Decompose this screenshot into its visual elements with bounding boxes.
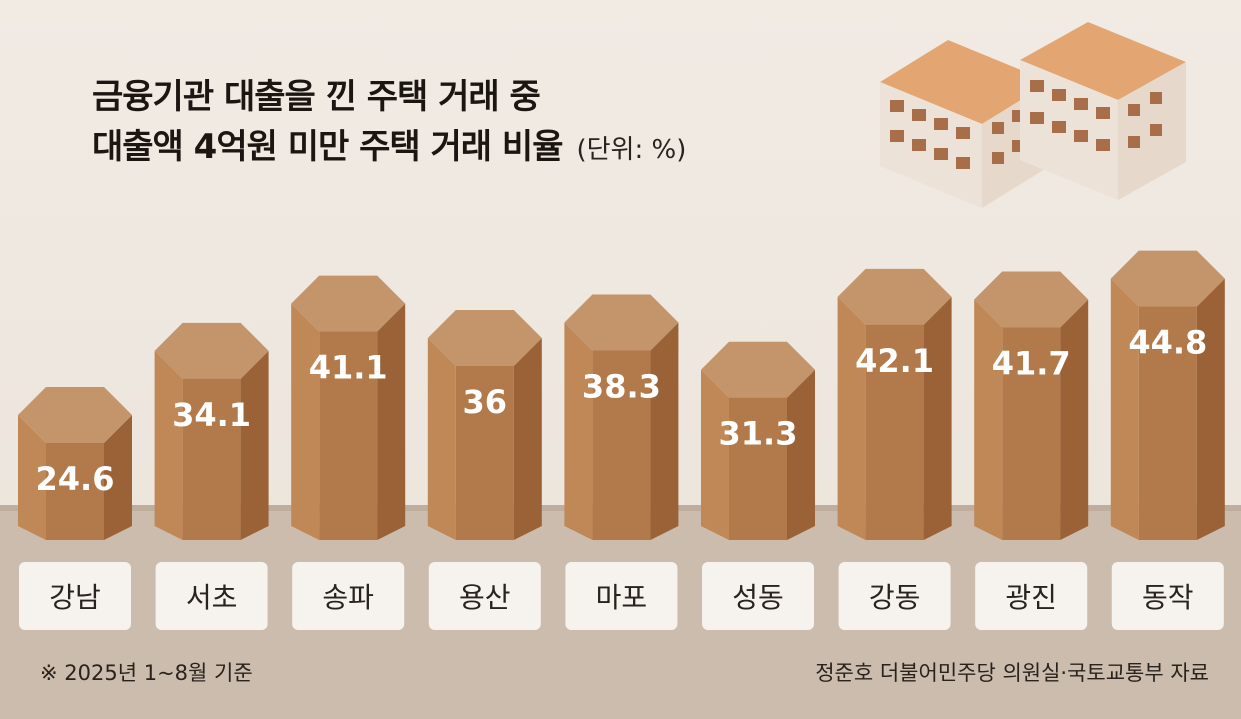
category-label-송파: 송파 [292,562,405,630]
category-label-마포: 마포 [565,562,678,630]
bar-left-face [18,414,46,540]
bar-front-face [182,350,241,540]
bar-top-cap [427,310,542,366]
unit-label: (단위: %) [576,135,687,165]
value-label: 44.8 [1128,324,1207,362]
bar-front-face [729,369,787,540]
category-label-강남: 강남 [19,562,131,630]
category-label-box [1111,562,1224,630]
title-line-2-text: 대출액 4억원 미만 주택 거래 비율 [92,127,563,167]
bar-front-face [1002,299,1061,540]
title-line-1: 금융기관 대출을 낀 주택 거래 중 [92,77,541,117]
category-label-text: 강동 [869,581,921,614]
category-label-성동: 성동 [702,562,814,630]
bar-right-face [650,322,679,540]
category-label-box [975,562,1088,630]
bar-광진: 41.7 [974,271,1089,540]
bar-right-face [377,303,406,540]
title-line-2: 대출액 4억원 미만 주택 거래 비율 (단위: %) [92,122,686,175]
category-label-text: 송파 [322,581,374,614]
category-label-서초: 서초 [155,562,268,630]
value-label: 38.3 [582,367,661,405]
bar-left-face [1110,278,1139,540]
bar-front-face [1138,278,1197,540]
category-label-text: 서초 [186,581,238,614]
bar-left-face [837,296,866,540]
value-label: 41.1 [309,349,388,387]
value-label: 36 [463,383,508,421]
bar-강남: 24.6 [18,386,132,540]
source-note: 정준호 더불어민주당 의원실·국토교통부 자료 [815,661,1209,685]
bar-top-cap [564,294,679,351]
bar-송파: 41.1 [291,275,406,540]
bar-right-face [923,296,952,540]
category-labels-group: 강남 서초 송파 용산 마포 성동 강동 광진 동작 [19,562,1224,630]
category-label-box [428,562,541,630]
value-label: 41.7 [992,345,1071,383]
footnote: ※ 2025년 1~8월 기준 [40,661,253,685]
bar-left-face [291,303,320,540]
category-label-box [838,562,951,630]
category-label-text: 성동 [732,581,784,614]
bar-top-cap [1110,250,1225,307]
bar-left-face [154,350,183,540]
bar-left-face [427,338,456,540]
category-label-box [702,562,814,630]
category-label-text: 강남 [49,581,101,614]
category-label-box [292,562,405,630]
bar-top-cap [701,341,815,398]
bar-right-face [787,369,815,540]
bar-성동: 31.3 [701,341,815,540]
category-label-box [155,562,268,630]
bar-front-face [319,303,378,540]
value-label: 42.1 [855,342,934,380]
bar-마포: 38.3 [564,294,679,540]
category-label-text: 마포 [596,581,648,614]
bar-강동: 42.1 [837,268,952,540]
category-label-text: 용산 [459,581,511,614]
bar-용산: 36 [427,310,542,540]
bar-right-face [1196,278,1225,540]
bar-left-face [701,369,729,540]
category-label-동작: 동작 [1111,562,1224,630]
category-label-강동: 강동 [838,562,951,630]
category-label-용산: 용산 [428,562,541,630]
bar-right-face [1060,299,1089,540]
bar-서초: 34.1 [154,322,269,540]
bar-동작: 44.8 [1110,250,1225,540]
category-label-box [19,562,131,630]
bar-right-face [513,338,542,540]
bar-right-face [240,350,269,540]
bar-top-cap [291,275,406,332]
bar-left-face [974,299,1003,540]
bar-front-face [455,338,514,540]
category-label-text: 광진 [1005,581,1057,614]
category-label-box [565,562,678,630]
bar-top-cap [974,271,1089,328]
chart-title: 금융기관 대출을 낀 주택 거래 중 대출액 4억원 미만 주택 거래 비율 (단… [92,72,686,175]
bars-group: 24.6 34.1 41.1 36 38.3 31.3 42.1 41.7 44.8 [18,250,1225,540]
value-label: 31.3 [719,415,798,453]
bar-right-face [104,414,132,540]
bar-front-face [592,322,651,540]
bar-top-cap [837,268,952,325]
category-label-광진: 광진 [975,562,1088,630]
bar-left-face [564,322,593,540]
value-label: 24.6 [36,460,115,498]
isometric-apartment-buildings-icon [880,22,1186,208]
value-label: 34.1 [172,396,251,434]
bar-front-face [865,296,924,540]
bar-top-cap [154,322,269,379]
bar-top-cap [18,386,132,443]
category-label-text: 동작 [1142,581,1194,614]
